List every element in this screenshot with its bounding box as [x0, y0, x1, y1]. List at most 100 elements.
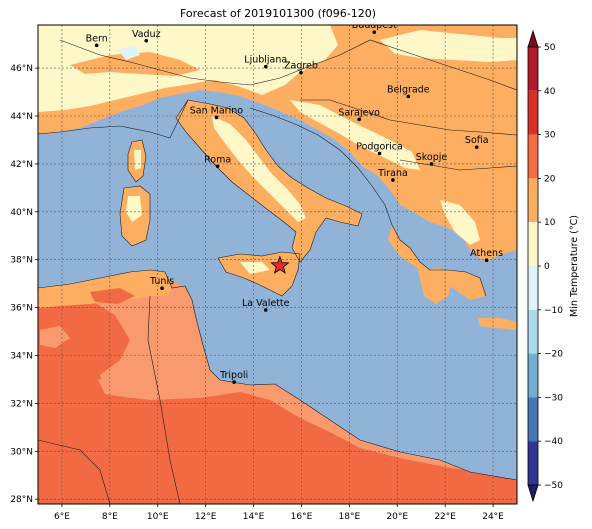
adriatic-sea — [232, 108, 392, 228]
corsica-cool — [134, 150, 141, 170]
sicily-coastline — [217, 251, 301, 297]
tyrrhenian-sea — [38, 126, 302, 290]
longitude-labels: 6°E 8°E 10°E 12°E 14°E 16°E 18°E 20°E 22°E 24°E — [54, 504, 504, 522]
colorbar-tick-label: 20 — [544, 174, 556, 184]
colorbar-tick-label: −40 — [544, 437, 563, 447]
city-dot — [232, 380, 236, 384]
city-label: Podgorica — [356, 141, 403, 152]
city-dot — [372, 30, 377, 34]
sardinia-cool — [126, 196, 142, 222]
snow-patch — [118, 45, 140, 60]
colorbar-over-arrow — [527, 29, 539, 48]
colorbar-tick-label: 10 — [544, 218, 556, 228]
greece-cool-zone — [440, 200, 480, 245]
colorbar: 50 40 30 20 10 0 −10 −20 −30 −40 −50 — [527, 29, 563, 503]
longitude-tick-label: 8°E — [102, 512, 118, 522]
sicily-cool — [240, 262, 270, 274]
city-dot — [391, 178, 395, 182]
city-label: Sarajevo — [338, 107, 380, 118]
latitude-tick-label: 42°N — [10, 160, 33, 170]
colorbar-under-arrow — [527, 484, 539, 503]
africa-warm-patch — [40, 326, 70, 348]
greek-island — [478, 318, 517, 330]
city-dot — [263, 308, 268, 312]
city-dot — [357, 117, 361, 122]
colorbar-tick-label: 30 — [544, 131, 556, 141]
latitude-tick-label: 28°N — [10, 495, 33, 505]
colorbar-tick-label: 40 — [544, 87, 556, 97]
italy-coastline — [175, 99, 363, 263]
latitude-tick-label: 40°N — [10, 208, 33, 218]
africa-warm-patch — [98, 370, 148, 398]
carpathian-cool-zone — [380, 30, 517, 62]
city-dot — [299, 70, 303, 75]
tunisia-land — [38, 270, 172, 308]
balkan-land — [388, 225, 486, 300]
city-dot — [215, 164, 220, 169]
city-label: Bern — [86, 33, 108, 44]
latitude-tick-label: 38°N — [10, 256, 33, 266]
city-dot — [94, 43, 99, 48]
city-dot — [429, 162, 434, 166]
city-label: Sofia — [465, 135, 489, 146]
map-title: Forecast of 2019101300 (f096-120) — [179, 7, 377, 20]
border-line — [399, 159, 517, 171]
city-label: San Marino — [190, 105, 243, 116]
colorbar-bin — [528, 222, 538, 266]
longitude-tick-label: 14°E — [243, 512, 265, 522]
latitude-tick-label: 36°N — [10, 304, 33, 314]
latitude-tick-label: 46°N — [10, 64, 33, 74]
colorbar-bin — [528, 266, 538, 310]
latitude-labels: 28°N 30°N 32°N 34°N 36°N 38°N 40°N 42°N 44°N 46°N — [10, 64, 38, 505]
city-label: Zagreb — [284, 61, 318, 72]
city-label: Vaduz — [132, 29, 161, 40]
city-label: Belgrade — [387, 84, 430, 95]
city-label: Skopje — [416, 152, 448, 163]
latitude-tick-label: 44°N — [10, 112, 33, 122]
city-label: Tirana — [377, 168, 408, 179]
balkan-cool-zone — [290, 100, 420, 170]
colorbar-bin — [528, 441, 538, 485]
colorbar-tick-label: −20 — [544, 350, 563, 360]
city-dot — [144, 39, 149, 43]
longitude-tick-label: 22°E — [434, 512, 456, 522]
city-label: Athens — [470, 248, 503, 259]
border-line — [38, 439, 111, 504]
colorbar-bin — [528, 47, 538, 91]
city-dot — [263, 64, 268, 69]
longitude-tick-label: 10°E — [147, 512, 169, 522]
city-label: Roma — [204, 154, 231, 165]
longitude-tick-label: 16°E — [291, 512, 313, 522]
city-dot — [406, 94, 411, 99]
map-frame — [37, 24, 518, 505]
city-label: Ljubljana — [244, 55, 287, 66]
colorbar-tick-label: −30 — [544, 393, 563, 403]
city-dot — [474, 145, 479, 149]
colorbar-bin — [528, 134, 538, 179]
latitude-tick-label: 30°N — [10, 447, 33, 457]
colorbar-tick-label: 50 — [544, 43, 556, 53]
colorbar-tick-label: 0 — [544, 262, 550, 272]
tyrrhenian-coastline — [38, 99, 189, 139]
longitude-tick-label: 12°E — [195, 512, 217, 522]
colorbar-tick-label: −10 — [544, 306, 563, 316]
city-dot — [377, 151, 382, 156]
city-dot — [484, 258, 489, 262]
coastline-overlay — [38, 39, 517, 504]
alpine-warm-strip — [70, 52, 200, 76]
peloponnese-land — [418, 268, 452, 304]
colorbar-bin — [528, 178, 538, 223]
balkan-coastline — [249, 107, 487, 297]
colorbar-bin — [528, 397, 538, 442]
location-star-icon — [270, 255, 290, 274]
city-label: Tripoli — [219, 370, 248, 381]
colorbar-bin — [528, 309, 538, 354]
longitude-tick-label: 24°E — [482, 512, 504, 522]
colorbar-bin — [528, 353, 538, 398]
longitude-tick-label: 18°E — [339, 512, 361, 522]
city-dot — [160, 286, 164, 291]
africa-coastline — [38, 269, 517, 481]
